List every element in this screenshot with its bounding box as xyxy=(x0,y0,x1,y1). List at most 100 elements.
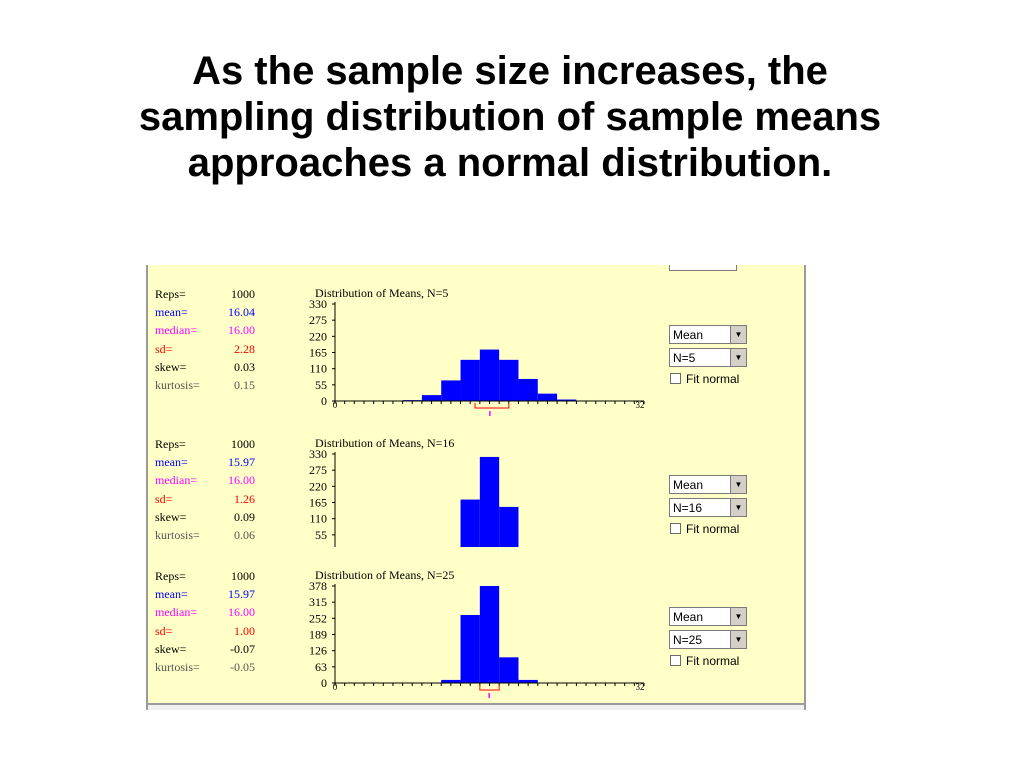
stats-list: Reps= 1000 mean= 16.04 median= 16.00 sd= 2.2… xyxy=(155,285,255,394)
stat-kurtosis: kurtosis= -0.05 xyxy=(155,658,255,676)
fit-normal-toggle[interactable]: Fit normal xyxy=(669,371,747,387)
sample-size-dropdown[interactable]: N=16 ▼ xyxy=(669,498,747,517)
stat-value: -0.05 xyxy=(230,659,255,674)
sampling-app-window: Reps= 1000 mean= 16.04 median= 16.00 sd= 2.2… xyxy=(146,265,806,710)
y-tick-label: 63 xyxy=(315,660,327,674)
stat-value: 15.97 xyxy=(228,587,255,602)
fit-normal-toggle[interactable]: Fit normal xyxy=(669,521,747,537)
stat-value: 1.00 xyxy=(234,623,255,638)
dropdown-arrow-icon[interactable]: ▼ xyxy=(730,499,746,516)
stat-reps: Reps= 1000 xyxy=(155,567,255,585)
fit-normal-checkbox[interactable] xyxy=(670,655,681,666)
stat-label: kurtosis= xyxy=(155,659,200,674)
stat-label: mean= xyxy=(155,305,188,320)
stat-sd: sd= 1.00 xyxy=(155,622,255,640)
stat-value: 0.06 xyxy=(234,527,255,542)
stat-value: 16.00 xyxy=(228,323,255,338)
stat-value: 0.03 xyxy=(234,359,255,374)
histogram-bar xyxy=(518,378,538,401)
fit-normal-checkbox[interactable] xyxy=(670,373,681,384)
x-tick-label: 0 xyxy=(333,400,338,410)
stat-label: Reps= xyxy=(155,437,186,451)
chart-title: Distribution of Means, N=25 xyxy=(315,568,455,582)
histogram-bar xyxy=(441,679,461,683)
histogram-bar xyxy=(479,456,500,547)
stat-value: 0.09 xyxy=(234,509,255,524)
y-tick-label: 189 xyxy=(309,628,327,642)
statistic-dropdown[interactable]: Mean ▼ xyxy=(669,325,747,344)
stat-label: Reps= xyxy=(155,287,186,301)
stat-mean: mean= 15.97 xyxy=(155,453,255,471)
y-tick-label: 220 xyxy=(309,329,327,343)
histogram-bar xyxy=(518,679,538,683)
stat-label: skew= xyxy=(155,509,187,524)
interval-box xyxy=(474,403,510,409)
stat-value: 16.04 xyxy=(228,305,255,320)
dropdown-value: Mean xyxy=(673,610,704,624)
stat-label: skew= xyxy=(155,641,187,656)
y-tick-label: 165 xyxy=(309,346,327,360)
stat-mean: mean= 15.97 xyxy=(155,585,255,603)
stat-sd: sd= 2.28 xyxy=(155,340,255,358)
panel-n5: Reps= 1000 mean= 16.04 median= 16.00 sd= 2.2… xyxy=(148,265,804,416)
x-tick-label: 32 xyxy=(636,400,645,410)
stat-skew: skew= 0.09 xyxy=(155,508,255,526)
dropdown-value: Mean xyxy=(673,478,704,492)
chart-title: Distribution of Means, N=16 xyxy=(315,436,455,450)
x-tick-label: 32 xyxy=(636,682,645,692)
sample-size-dropdown[interactable]: N=5 ▼ xyxy=(669,348,747,367)
histogram-chart: 0 55 110 165 220 275 330 0 32 xyxy=(309,297,645,416)
statistic-dropdown[interactable]: Mean ▼ xyxy=(669,475,747,494)
dropdown-arrow-icon[interactable]: ▼ xyxy=(730,608,746,625)
stat-median: median= 16.00 xyxy=(155,471,255,489)
stat-kurtosis: kurtosis= 0.06 xyxy=(155,526,255,544)
stat-label: skew= xyxy=(155,359,187,374)
stat-reps: Reps= 1000 xyxy=(155,285,255,303)
dropdown-arrow-icon[interactable]: ▼ xyxy=(730,631,746,648)
stat-value: 1000 xyxy=(231,437,255,451)
histogram-bar xyxy=(557,399,577,401)
stat-sd: sd= 1.26 xyxy=(155,490,255,508)
histogram-bar xyxy=(499,359,519,401)
histogram-chart: 0 63 126 189 252 315 378 0 32 xyxy=(309,579,645,698)
panel-n16: Reps= 1000 mean= 15.97 median= 16.00 sd= 1.2… xyxy=(148,415,804,547)
fit-normal-checkbox[interactable] xyxy=(670,523,681,534)
sample-size-dropdown[interactable]: N=25 ▼ xyxy=(669,630,747,649)
y-tick-label: 110 xyxy=(309,362,327,376)
y-tick-label: 55 xyxy=(315,528,327,542)
stat-reps: Reps= 1000 xyxy=(155,435,255,453)
dropdown-arrow-icon[interactable]: ▼ xyxy=(730,476,746,493)
panel-controls: Mean ▼ N=16 ▼ Fit normal xyxy=(669,475,747,537)
stat-value: 1.26 xyxy=(234,491,255,506)
y-tick-label: 126 xyxy=(309,644,327,658)
dropdown-arrow-icon[interactable]: ▼ xyxy=(730,326,746,343)
y-tick-label: 330 xyxy=(309,297,327,311)
dropdown-value: N=25 xyxy=(673,633,703,647)
stat-value: 1000 xyxy=(231,569,255,583)
y-tick-label: 0 xyxy=(321,676,327,690)
stat-skew: skew= -0.07 xyxy=(155,640,255,658)
fit-normal-label: Fit normal xyxy=(686,522,740,536)
y-tick-label: 165 xyxy=(309,496,327,510)
stat-label: mean= xyxy=(155,587,188,602)
status-bar xyxy=(148,703,804,710)
stat-label: sd= xyxy=(155,623,173,638)
histogram-bar xyxy=(421,395,442,401)
statistic-dropdown[interactable]: Mean ▼ xyxy=(669,607,747,626)
histogram-bar xyxy=(460,614,480,683)
top-dropdown-partial[interactable] xyxy=(669,265,737,271)
dropdown-value: Mean xyxy=(673,328,704,342)
stat-kurtosis: kurtosis= 0.15 xyxy=(155,376,255,394)
histogram-bar xyxy=(499,657,519,683)
y-tick-label: 378 xyxy=(309,579,327,593)
dropdown-arrow-icon[interactable]: ▼ xyxy=(730,349,746,366)
fit-normal-toggle[interactable]: Fit normal xyxy=(669,653,747,669)
stat-label: Reps= xyxy=(155,569,186,583)
stat-value: 1000 xyxy=(231,287,255,301)
stat-median: median= 16.00 xyxy=(155,603,255,621)
y-tick-label: 110 xyxy=(309,512,327,526)
y-tick-label: 330 xyxy=(309,447,327,461)
x-tick-label: 0 xyxy=(333,682,338,692)
histogram-bar xyxy=(460,359,480,401)
stat-skew: skew= 0.03 xyxy=(155,358,255,376)
